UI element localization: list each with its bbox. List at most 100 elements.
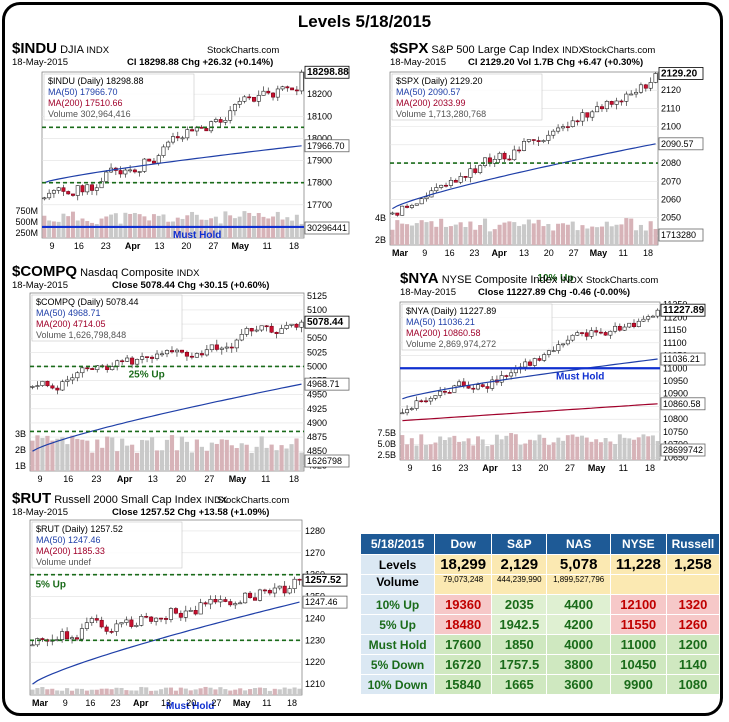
nya-volume-bar bbox=[528, 439, 532, 460]
compq-volume-bar bbox=[264, 447, 269, 471]
rut-candle bbox=[94, 618, 99, 621]
rut-candle bbox=[149, 616, 154, 622]
spx-candle bbox=[536, 140, 541, 142]
rut-candle bbox=[188, 610, 193, 612]
nya-candle bbox=[570, 334, 575, 341]
table-cell: 1757.5 bbox=[491, 654, 548, 675]
rut-candle bbox=[203, 602, 208, 605]
compq-volume-bar bbox=[229, 445, 234, 471]
table-cell: 1200 bbox=[665, 634, 721, 655]
nya-candle bbox=[551, 350, 556, 352]
compq-volume-bar bbox=[204, 450, 209, 471]
table-cell: 11,228 bbox=[609, 554, 667, 575]
rut-x-tick-label: 20 bbox=[186, 698, 196, 708]
nya-candle bbox=[546, 350, 551, 355]
indu-candle bbox=[294, 89, 299, 92]
compq-candle bbox=[55, 387, 60, 391]
indu-candle bbox=[85, 184, 90, 193]
compq-legend-entry: MA(50) 4968.71 bbox=[36, 308, 101, 318]
rut-candle bbox=[233, 603, 238, 606]
compq-volume-bar bbox=[85, 440, 90, 471]
rut-y-tick-label: 1230 bbox=[305, 635, 325, 645]
spx-y-tick-label: 2100 bbox=[661, 122, 681, 132]
nya-volume-bar bbox=[447, 437, 452, 460]
compq-candle bbox=[224, 346, 229, 349]
spx-volume-bar bbox=[634, 230, 639, 245]
spx-legend-entry: MA(50) 2090.57 bbox=[396, 87, 461, 97]
indu-y-tick-label: 17800 bbox=[307, 178, 332, 188]
indu-volume-bar bbox=[113, 213, 118, 238]
rut-candle bbox=[248, 592, 253, 598]
rut-x-tick-label: 13 bbox=[161, 698, 171, 708]
spx-volume-bar bbox=[604, 221, 609, 245]
nya-price-tag: 28699742 bbox=[663, 445, 703, 455]
indu-candle bbox=[104, 171, 109, 182]
nya-volume-bar bbox=[433, 442, 438, 460]
indu-volume-bar bbox=[218, 223, 223, 238]
rut-candle bbox=[114, 623, 119, 632]
indu-volume-bar bbox=[275, 211, 280, 238]
compq-volume-bar bbox=[164, 439, 170, 471]
nya-candle bbox=[438, 390, 443, 396]
compq-candle bbox=[179, 349, 184, 353]
compq-candle bbox=[274, 331, 279, 334]
spx-candle bbox=[604, 101, 609, 110]
nya-y-tick-label: 11000 bbox=[663, 363, 687, 373]
nya-x-tick-label: 9 bbox=[407, 463, 412, 473]
nya-volume-bar bbox=[627, 438, 632, 460]
nya-price-tag-box bbox=[660, 352, 706, 366]
indu-volume-bar bbox=[51, 221, 56, 238]
compq-volume-bar bbox=[50, 440, 55, 471]
spx-volume-bar bbox=[482, 218, 488, 245]
nya-candle bbox=[650, 315, 655, 318]
table-cell: 2,129 bbox=[491, 554, 548, 575]
spx-volume-bar bbox=[434, 226, 439, 245]
spx-volume-bar bbox=[614, 224, 619, 245]
table-row: Must Hold 17600 1850 4000 11000 1200 bbox=[359, 634, 721, 655]
nya-volume-bar bbox=[461, 441, 466, 460]
nya-panel: $NYA NYSE Composite Index INDX StockChar… bbox=[368, 270, 713, 495]
spx-candle bbox=[614, 100, 619, 105]
compq-volume-bar bbox=[284, 448, 289, 471]
compq-volume-bar bbox=[214, 443, 219, 471]
rut-volume-bar bbox=[114, 687, 119, 695]
spx-volume-bar bbox=[585, 228, 590, 245]
table-cell: 17600 bbox=[434, 634, 493, 655]
table-cell: 444,239,990 bbox=[491, 574, 548, 595]
compq-volume-bar bbox=[294, 438, 299, 471]
compq-candle bbox=[229, 346, 234, 349]
spx-volume-bar bbox=[565, 224, 570, 245]
indu-candle bbox=[80, 185, 85, 193]
indu-y-tick-label: 18000 bbox=[307, 133, 332, 143]
rut-volume-bar bbox=[228, 690, 233, 695]
rut-legend-entry: Volume undef bbox=[36, 557, 92, 567]
table-cell bbox=[609, 574, 667, 595]
indu-panel: $INDU DJIA INDX StockCharts.com 18-May-2… bbox=[12, 40, 357, 262]
indu-candle bbox=[190, 129, 195, 132]
nya-volume-tick-label: 5.0B bbox=[377, 439, 396, 449]
nya-volume-bar bbox=[485, 446, 490, 460]
rut-price-tag-box bbox=[302, 595, 348, 609]
indu-candle bbox=[285, 86, 290, 89]
compq-candle bbox=[40, 380, 45, 386]
table-cell: 4400 bbox=[546, 594, 611, 615]
indu-volume-tick-label: 750M bbox=[15, 206, 38, 216]
compq-volume-bar bbox=[80, 439, 85, 471]
spx-legend-box bbox=[391, 73, 543, 121]
rut-x-tick-label: 27 bbox=[211, 698, 221, 708]
indu-candle bbox=[94, 187, 99, 191]
compq-candle bbox=[140, 356, 145, 360]
compq-volume-bar bbox=[30, 440, 35, 471]
nya-candle bbox=[504, 375, 509, 377]
indu-volume-bar bbox=[256, 213, 261, 238]
spx-y-tick-label: 2110 bbox=[661, 103, 680, 113]
indu-volume-bar bbox=[209, 218, 214, 238]
table-cell: 16720 bbox=[434, 654, 493, 675]
nya-volume-bar bbox=[589, 441, 594, 460]
spx-candle bbox=[556, 127, 561, 132]
rut-candle bbox=[134, 625, 139, 627]
compq-candle bbox=[214, 344, 219, 350]
indu-candle bbox=[90, 184, 94, 191]
spx-candle bbox=[444, 184, 449, 187]
